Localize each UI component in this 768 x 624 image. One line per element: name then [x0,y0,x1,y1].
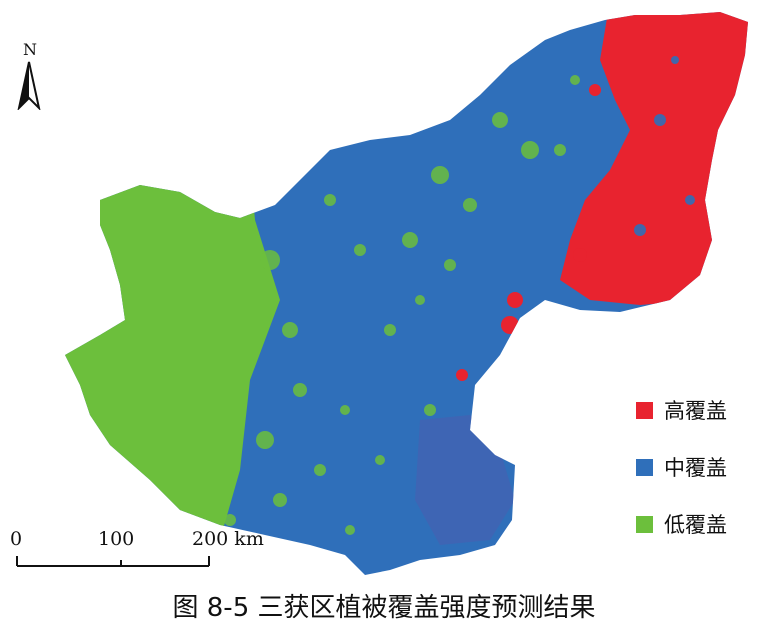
scale-bar-line [16,556,210,567]
legend-swatch-low [636,515,653,533]
scale-tick-200: 200 km [192,528,264,550]
north-arrow-icon [17,61,41,110]
vegetation-coverage-map [65,12,748,575]
scale-tick-0: 0 [10,528,23,550]
legend-item-high: 高覆盖 [636,398,727,423]
scale-bar: 0 100 200 km [10,528,300,578]
legend-label-medium: 中覆盖 [664,456,727,480]
legend-label-low: 低覆盖 [664,513,727,537]
legend-swatch-medium [636,458,653,476]
legend-label-high: 高覆盖 [664,399,727,423]
north-letter: N [23,40,37,59]
figure-caption: 图 8-5 三获区植被覆盖强度预测结果 [172,593,596,623]
north-arrow: N [16,40,42,110]
legend-item-medium: 中覆盖 [636,455,727,480]
scale-tick-100: 100 [98,528,135,550]
legend-item-low: 低覆盖 [636,512,727,537]
legend-swatch-high [636,401,653,419]
